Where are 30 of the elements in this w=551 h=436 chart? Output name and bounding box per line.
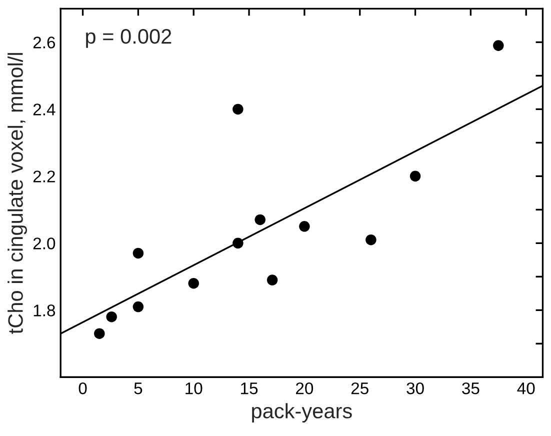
point: [132, 301, 144, 312]
x-tick-label: 40: [517, 382, 535, 394]
point: [493, 40, 504, 51]
x-tick-label: 25: [351, 382, 368, 394]
point: [106, 311, 117, 322]
x-tick-label: 5: [134, 382, 142, 394]
point: [232, 104, 244, 115]
point: [366, 234, 376, 246]
point: [254, 214, 266, 226]
x-tick-label: 35: [462, 382, 480, 394]
x-tick-label: 0: [78, 382, 87, 394]
point: [132, 248, 144, 259]
x-tick-label: 15: [241, 382, 258, 394]
x-axis-title: pack-years: [252, 403, 352, 423]
point: [94, 328, 105, 339]
x-tick-label: 20: [296, 382, 314, 394]
y-tick-label: 2.4: [33, 104, 56, 116]
point: [232, 238, 244, 249]
y-tick-label: 2.0: [33, 238, 56, 250]
point: [188, 278, 199, 289]
annotation: p = 0.002: [86, 29, 172, 48]
point: [266, 274, 278, 286]
y-tick-label: 1.8: [34, 304, 56, 316]
y-tick-label: 2.6: [33, 36, 56, 48]
point: [410, 170, 421, 182]
x-tick-label: 10: [186, 382, 202, 394]
y-axis-title: tCho in cingulate voxel, mmol/l: [8, 53, 28, 334]
y-tick-label: 2.2: [33, 170, 55, 182]
x-tick-label: 30: [406, 382, 424, 394]
point: [299, 221, 310, 232]
